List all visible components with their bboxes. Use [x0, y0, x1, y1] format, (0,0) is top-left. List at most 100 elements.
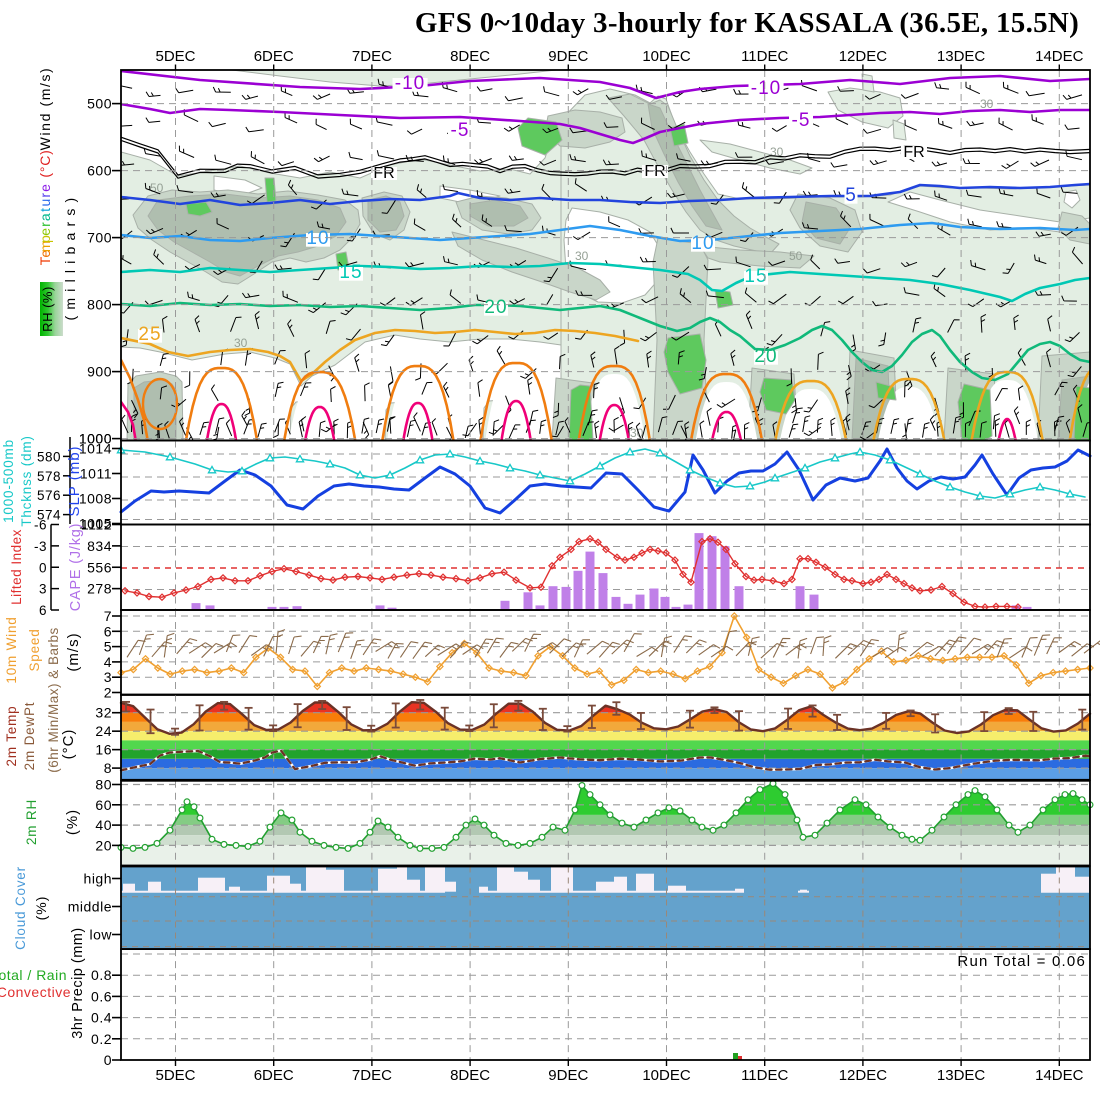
svg-text:FR: FR: [903, 144, 924, 161]
svg-text:FR: FR: [644, 163, 665, 180]
svg-text:80: 80: [95, 777, 112, 793]
svg-text:6: 6: [104, 623, 112, 639]
svg-text:2m RH: 2m RH: [24, 799, 39, 845]
svg-text:5: 5: [845, 185, 857, 206]
svg-text:7DEC: 7DEC: [352, 48, 392, 65]
svg-text:e: e: [37, 250, 53, 258]
svg-text:25: 25: [138, 324, 161, 345]
svg-text:0: 0: [39, 560, 47, 575]
svg-text:20: 20: [484, 297, 507, 318]
svg-text:T: T: [37, 256, 53, 265]
svg-text:600: 600: [87, 163, 112, 179]
svg-text:13DEC: 13DEC: [937, 1067, 986, 1084]
svg-text:(°C): (°C): [37, 149, 53, 177]
svg-text:15: 15: [744, 266, 767, 287]
svg-text:u: u: [37, 199, 53, 207]
svg-text:20: 20: [95, 837, 112, 853]
svg-text:Wind (m/s): Wind (m/s): [37, 67, 53, 151]
svg-text:5DEC: 5DEC: [155, 1067, 195, 1084]
svg-text:7DEC: 7DEC: [352, 1067, 392, 1084]
svg-text:30: 30: [234, 336, 248, 350]
svg-text:2m Temp: 2m Temp: [4, 706, 19, 767]
svg-text:5DEC: 5DEC: [155, 48, 195, 65]
svg-text:30: 30: [575, 249, 589, 263]
svg-text:(6hr Min/Max) & Barbs: (6hr Min/Max) & Barbs: [46, 627, 61, 773]
svg-text:3hr Precip (mm): 3hr Precip (mm): [70, 927, 86, 1038]
svg-text:-6: -6: [34, 518, 47, 533]
svg-text:FR: FR: [373, 165, 394, 182]
svg-text:32: 32: [95, 705, 112, 721]
svg-text:1000: 1000: [79, 431, 112, 447]
svg-text:5: 5: [104, 639, 112, 655]
svg-text:3: 3: [104, 669, 112, 685]
svg-text:e: e: [37, 228, 53, 236]
svg-text:Total / Rain: Total / Rain: [0, 967, 67, 983]
svg-text:high: high: [84, 871, 112, 887]
svg-text:0.8: 0.8: [91, 967, 112, 983]
svg-text:Convective: Convective: [0, 984, 71, 1000]
svg-text:12DEC: 12DEC: [839, 48, 888, 65]
svg-text:580: 580: [37, 449, 61, 464]
svg-text:10: 10: [306, 228, 329, 249]
svg-text:-10: -10: [395, 73, 425, 94]
svg-text:1014: 1014: [79, 441, 112, 457]
svg-text:4: 4: [104, 654, 112, 670]
svg-text:(m/s): (m/s): [65, 632, 82, 671]
svg-text:556: 556: [87, 559, 112, 575]
svg-text:800: 800: [87, 297, 112, 313]
svg-text:16: 16: [95, 742, 112, 758]
svg-text:8DEC: 8DEC: [450, 1067, 490, 1084]
svg-text:10DEC: 10DEC: [642, 1067, 691, 1084]
svg-text:1008: 1008: [79, 491, 112, 507]
svg-text:700: 700: [87, 230, 112, 246]
svg-text:r: r: [37, 193, 53, 198]
svg-text:Lifted Index: Lifted Index: [9, 529, 24, 605]
svg-text:20: 20: [754, 346, 777, 367]
svg-text:834: 834: [87, 538, 112, 554]
svg-text:40: 40: [95, 817, 112, 833]
svg-text:278: 278: [87, 581, 112, 597]
svg-text:Run Total = 0.06: Run Total = 0.06: [957, 953, 1086, 970]
svg-text:-5: -5: [792, 110, 811, 131]
svg-text:-10: -10: [751, 78, 781, 99]
svg-text:10m Wind: 10m Wind: [4, 616, 19, 683]
svg-text:574: 574: [37, 508, 61, 523]
svg-text:6DEC: 6DEC: [254, 48, 294, 65]
svg-text:14DEC: 14DEC: [1035, 1067, 1084, 1084]
svg-text:1112: 1112: [81, 517, 112, 533]
svg-text:11DEC: 11DEC: [741, 48, 788, 65]
svg-text:GFS 0~10day 3-hourly for KASSA: GFS 0~10day 3-hourly for KASSALA (36.5E,…: [415, 7, 1079, 39]
svg-text:13DEC: 13DEC: [937, 48, 986, 65]
svg-text:10: 10: [691, 233, 714, 254]
svg-text:CAPE (J/kg): CAPE (J/kg): [68, 523, 84, 612]
svg-text:6DEC: 6DEC: [254, 1067, 294, 1084]
svg-text:15: 15: [339, 262, 362, 283]
svg-text:-3: -3: [34, 539, 47, 554]
svg-text:2: 2: [104, 685, 112, 701]
svg-text:0.2: 0.2: [91, 1031, 112, 1047]
svg-text:low: low: [89, 927, 112, 943]
svg-text:2m DewPt: 2m DewPt: [22, 702, 37, 771]
svg-text:10DEC: 10DEC: [642, 48, 691, 65]
svg-text:(%): (%): [64, 809, 81, 835]
svg-text:8DEC: 8DEC: [450, 48, 490, 65]
svg-text:0: 0: [104, 1052, 112, 1068]
svg-text:r: r: [37, 222, 53, 227]
svg-text:60: 60: [95, 797, 112, 813]
svg-text:1011: 1011: [80, 466, 112, 482]
svg-text:1000: 1000: [79, 431, 112, 447]
svg-text:1005: 1005: [79, 516, 112, 532]
svg-text:a: a: [37, 213, 53, 221]
svg-text:9DEC: 9DEC: [548, 48, 588, 65]
svg-text:8: 8: [104, 760, 112, 776]
svg-text:500: 500: [87, 96, 112, 112]
svg-text:0.4: 0.4: [91, 1010, 112, 1026]
svg-text:50: 50: [789, 249, 803, 263]
svg-text:t: t: [37, 208, 53, 212]
svg-text:(%): (%): [33, 896, 49, 921]
svg-text:12DEC: 12DEC: [839, 1067, 888, 1084]
svg-text:e: e: [37, 184, 53, 192]
svg-text:(millibars): (millibars): [62, 192, 78, 321]
svg-text:1000-500mb: 1000-500mb: [1, 439, 16, 523]
svg-text:7: 7: [104, 608, 112, 624]
